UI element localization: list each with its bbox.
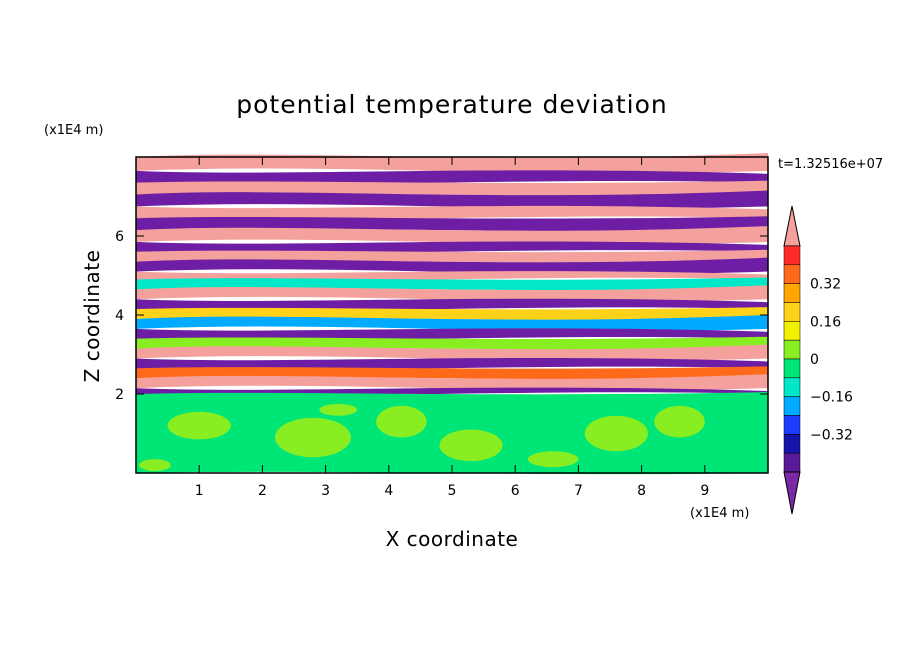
contour-band <box>136 249 768 263</box>
colorbar-swatch <box>783 452 801 473</box>
y-axis-label: Z coordinate <box>80 250 104 383</box>
x-tick-label: 4 <box>384 483 393 499</box>
x-tick-label: 2 <box>258 483 267 499</box>
colorbar-swatch <box>783 358 801 379</box>
warm-anomaly-patch <box>439 429 503 462</box>
y-tick-label: 6 <box>115 229 124 245</box>
colorbar-swatch <box>783 415 801 435</box>
colorbar-swatch <box>783 302 801 322</box>
contour-band <box>136 374 768 391</box>
colorbar-swatch <box>783 396 801 416</box>
colorbar-swatch <box>783 339 801 360</box>
contour-band <box>136 241 768 254</box>
contour-band <box>136 180 768 196</box>
colorbar-lower-arrow <box>783 471 801 515</box>
y-tick-label: 2 <box>115 387 124 403</box>
contour-band <box>136 328 768 341</box>
x-axis-label: X coordinate <box>386 527 519 551</box>
contour-band <box>136 205 768 220</box>
warm-anomaly-patch <box>584 415 648 452</box>
warm-anomaly-patch <box>527 451 579 468</box>
warm-anomaly-patch <box>654 405 705 438</box>
heatmap-field <box>136 153 768 475</box>
contour-band <box>136 190 768 209</box>
warm-anomaly-patch <box>167 411 231 440</box>
x-tick-label: 8 <box>637 483 646 499</box>
contour-band <box>136 257 768 274</box>
x-tick-label: 1 <box>195 483 204 499</box>
contour-band <box>136 307 768 321</box>
x-tick-label: 3 <box>321 483 330 499</box>
colorbar-tick-label: 0.32 <box>810 277 841 293</box>
warm-anomaly-patch <box>319 403 358 416</box>
colorbar-swatch <box>783 321 801 341</box>
y-axis: 2 4 6 <box>115 229 768 403</box>
warm-anomaly-patch <box>376 405 427 438</box>
contour-band <box>136 285 768 302</box>
x-tick-label: 5 <box>448 483 457 499</box>
contour-band <box>136 366 768 380</box>
x-tick-label: 9 <box>700 483 709 499</box>
contour-band <box>136 216 768 232</box>
y-multiplier-label: (x1E4 m) <box>44 123 103 138</box>
x-multiplier-label: (x1E4 m) <box>690 506 749 521</box>
x-tick-label: 6 <box>511 483 520 499</box>
contour-band <box>136 344 768 361</box>
colorbar-swatch <box>783 434 801 454</box>
colorbar-swatch <box>783 283 801 303</box>
colorbar-swatch <box>783 245 801 266</box>
x-tick-label: 7 <box>574 483 583 499</box>
time-label: t=1.32516e+07 <box>778 157 883 172</box>
colorbar-swatch <box>783 264 801 284</box>
x-axis: 1 2 3 4 5 6 7 8 9 <box>195 157 709 499</box>
chart-title: potential temperature deviation <box>236 90 667 119</box>
colorbar-upper-arrow <box>783 205 801 247</box>
warm-anomaly-patch <box>275 417 351 458</box>
contour-band <box>136 277 768 291</box>
colorbar-tick-label: −0.16 <box>810 390 853 406</box>
contour-band <box>136 226 768 245</box>
warm-anomaly-patch <box>139 459 171 472</box>
plot-area <box>136 153 768 475</box>
colorbar: 0.32 0.16 0 −0.16 −0.32 <box>783 205 853 515</box>
y-tick-label: 4 <box>115 308 124 324</box>
colorbar-tick-label: 0 <box>810 352 819 368</box>
contour-band <box>136 336 768 350</box>
colorbar-tick-label: −0.32 <box>810 427 853 443</box>
contour-band <box>136 170 768 185</box>
heatmap-blobs <box>139 403 705 472</box>
colorbar-swatch <box>783 377 801 397</box>
contour-band <box>136 357 768 371</box>
contour-band <box>136 314 768 332</box>
contour-band <box>136 298 768 311</box>
colorbar-tick-label: 0.16 <box>810 314 841 330</box>
